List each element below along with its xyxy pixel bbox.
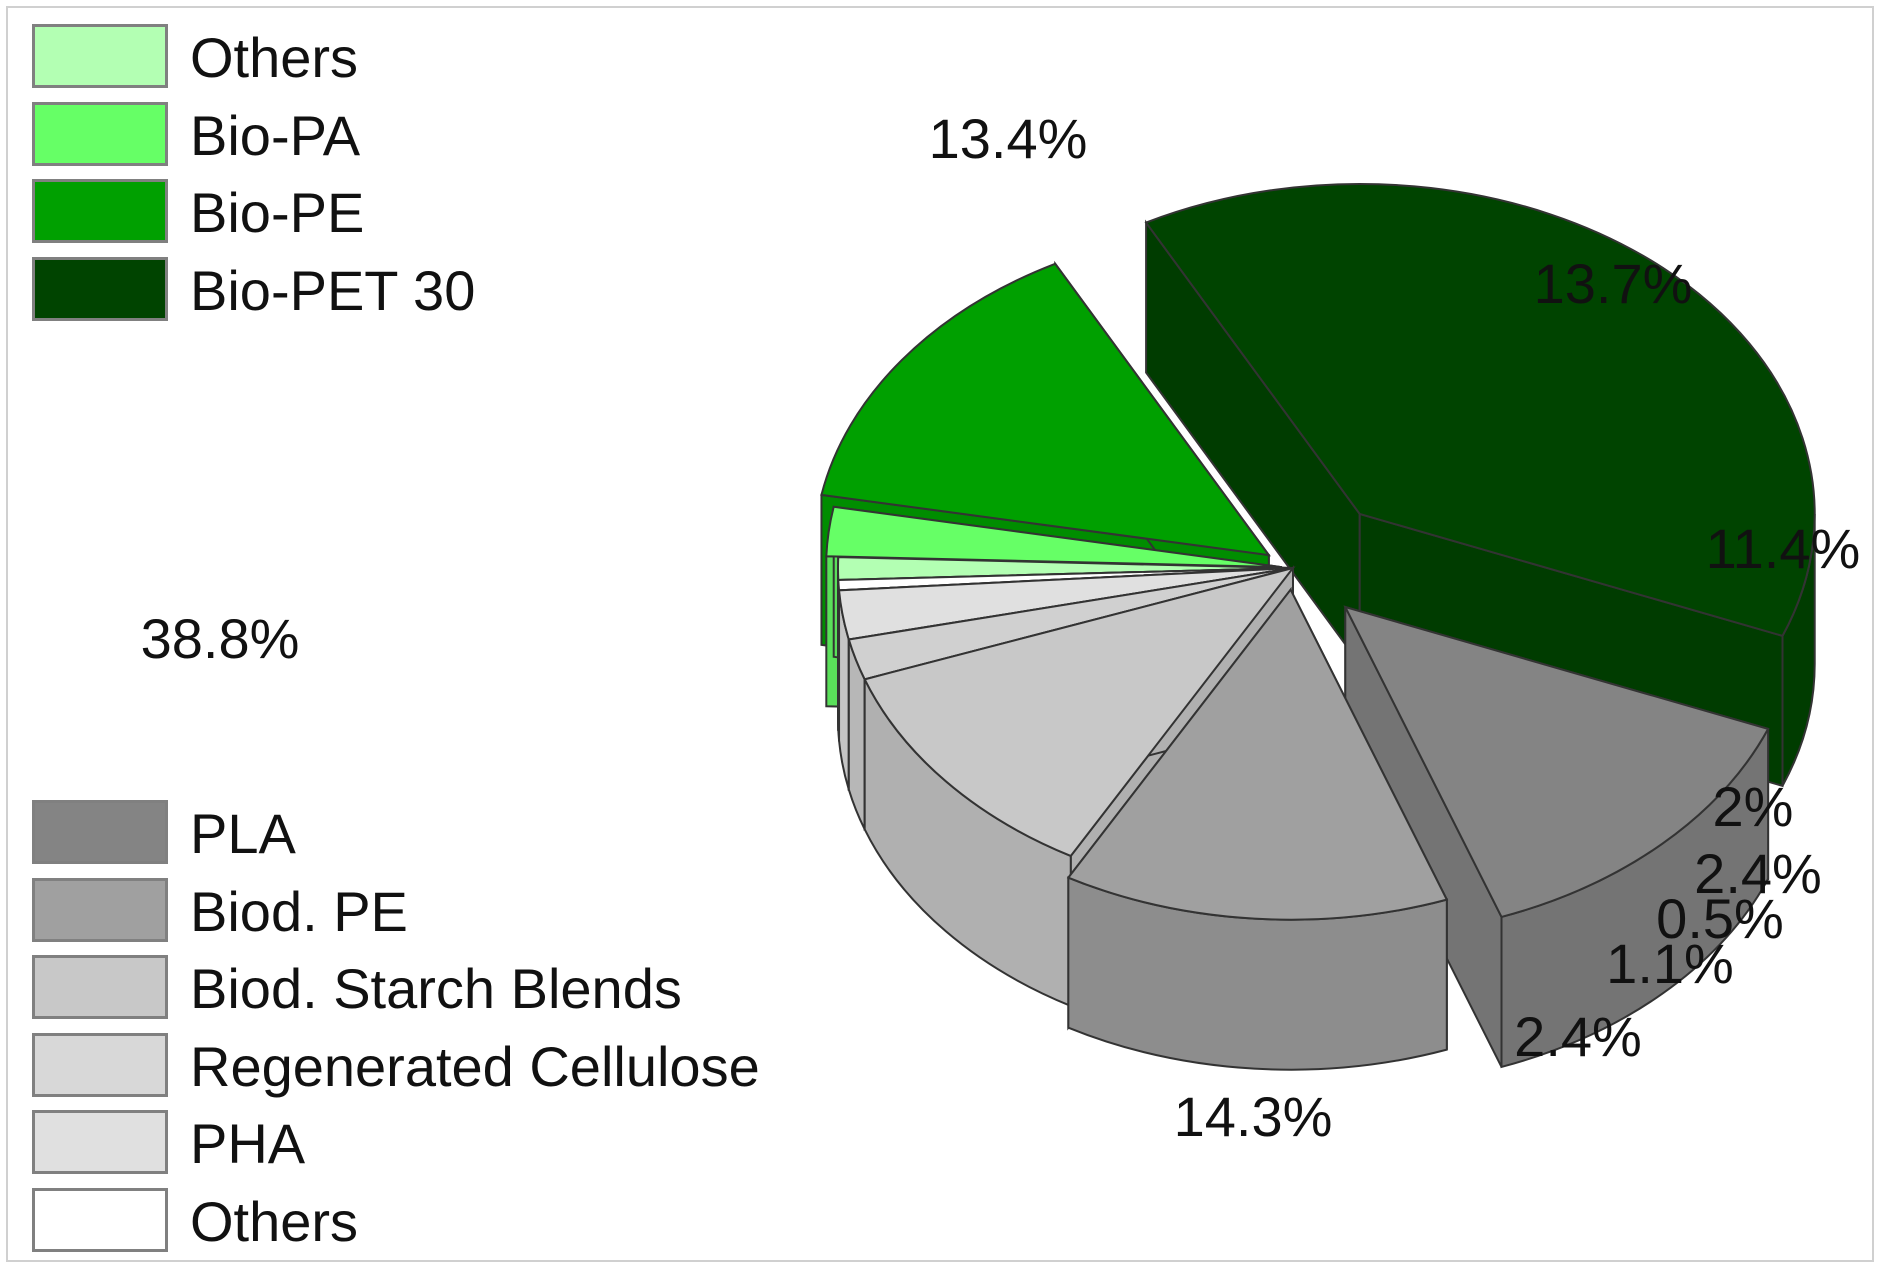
pie-value-label: 0.5%: [1656, 887, 1784, 950]
legend-label: PHA: [190, 1112, 306, 1175]
pie-value-label: 13.7%: [1534, 252, 1693, 315]
legend-swatch: [32, 1110, 168, 1174]
legend-swatch: [32, 101, 168, 166]
pie-slice-top: [863, 566, 1296, 858]
pie-value-label: 38.8%: [141, 607, 300, 670]
legend-label: Bio-PET 30: [190, 258, 476, 322]
pie-value-label: 11.4%: [1706, 517, 1861, 580]
legend-swatch: [32, 1032, 168, 1097]
pie-slice-top: [825, 505, 1282, 569]
pie-chart: 38.8%13.4%13.7%11.4%2%2.4%0.5%1.1%2.4%14…: [141, 107, 1861, 1148]
legend-label: Others: [190, 1189, 359, 1253]
legend-swatch: [32, 800, 168, 864]
pie-slice-top: [1144, 183, 1816, 638]
legend-swatch: [32, 1187, 168, 1252]
legend-swatch: [32, 955, 168, 1019]
pie-slice-top: [1066, 587, 1449, 921]
legend-swatch: [32, 24, 168, 88]
pie-slice: [1066, 586, 1449, 1071]
pie-slice-top: [820, 262, 1272, 557]
legend-label: Bio-PA: [190, 103, 361, 167]
legend-label: Biod. PE: [190, 879, 408, 943]
pie-value-label: 13.4%: [929, 107, 1088, 170]
legend-swatch: [32, 256, 168, 321]
pie-slice-top: [1343, 605, 1770, 919]
legend-label: Biod. Starch Blends: [190, 957, 682, 1020]
pie-value-labels: 38.8%13.4%13.7%11.4%2%2.4%0.5%1.1%2.4%14…: [141, 107, 1861, 1148]
pie-value-label: 2.4%: [1694, 842, 1822, 905]
legend-swatch: [32, 877, 168, 942]
pie-value-label: 14.3%: [1174, 1085, 1333, 1148]
pie-value-label: 2%: [1713, 775, 1794, 838]
legend-label: Bio-PE: [190, 181, 365, 244]
pie-slice: [1144, 183, 1816, 788]
legend-label: Others: [190, 26, 359, 89]
pie-value-label: 2.4%: [1514, 1005, 1642, 1068]
pie-slices: [820, 183, 1816, 1071]
legend-label: Regenerated Cellulose: [190, 1034, 760, 1098]
pie-slice: [1343, 605, 1770, 1069]
chart-frame: 38.8% 13.4% 13.7% 11.4% 2% 2.4% 0.5% 1.1% 2.4% 14…: [6, 6, 1874, 1262]
legend-label: PLA: [190, 802, 296, 865]
pie-value-label: 1.1%: [1606, 932, 1734, 995]
legend-swatch: [32, 179, 168, 243]
